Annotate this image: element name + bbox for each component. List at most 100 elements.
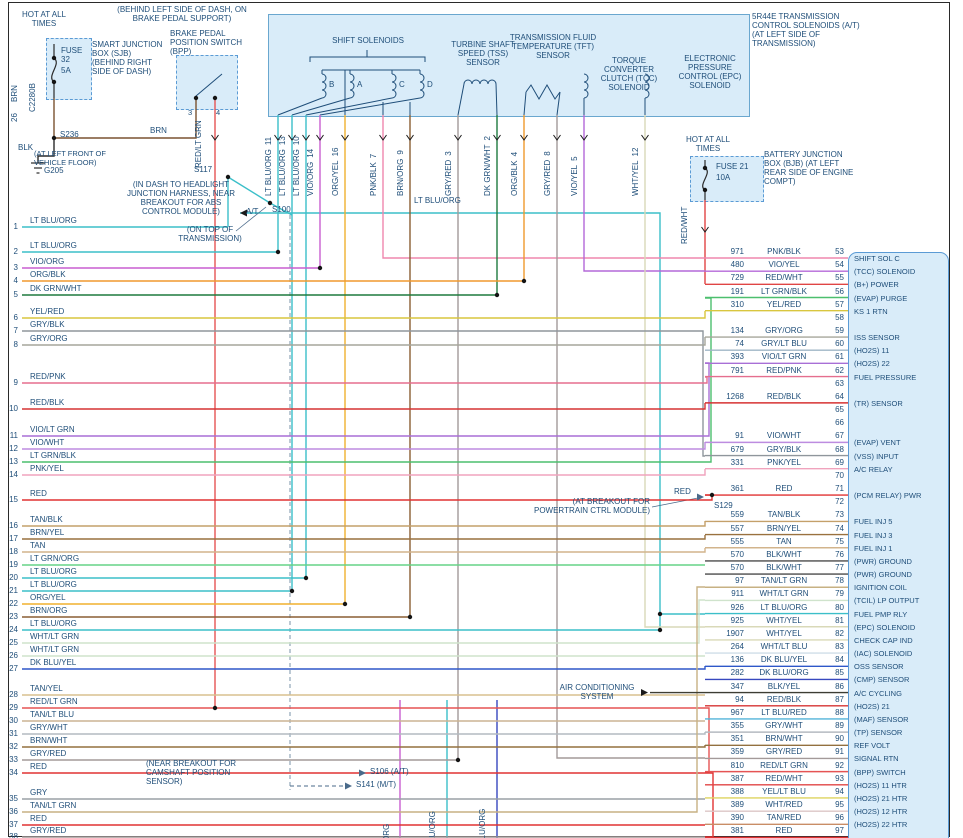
tss-sensor-label: TURBINE SHAFT SPEED (TSS) SENSOR — [451, 40, 515, 67]
pin-number: 79 — [835, 589, 844, 599]
solenoid-letter-d: D — [427, 80, 433, 89]
pin-circuit-number: 555 — [730, 536, 744, 546]
row-number: 17 — [9, 534, 18, 543]
pin-circuit-number: 729 — [730, 273, 744, 283]
pin-wire-color: YEL/RED — [766, 299, 802, 309]
pin-function-label: ISS SENSOR — [854, 333, 900, 343]
row-number: 32 — [9, 742, 18, 751]
solenoid-wire-label: GRY/RED 8 — [543, 151, 552, 196]
pin-number: 86 — [835, 681, 844, 691]
pin-wire-color: PNK/BLK — [767, 247, 801, 256]
fuse32-name: FUSE 32 — [61, 46, 83, 64]
pin-circuit-number: 1907 — [726, 628, 744, 638]
pin-wire-color: BLK/WHT — [766, 549, 802, 559]
pin-wire-color: TAN/RED — [766, 813, 802, 823]
splice-s129: S129 — [714, 501, 733, 510]
bjb-label: BATTERY JUNCTION BOX (BJB) (AT LEFT REAR… — [764, 150, 854, 186]
pin-circuit-number: 381 — [730, 826, 744, 836]
row-color-label: RED/PNK — [30, 372, 66, 381]
solenoid-wire-label: WHT/YEL 12 — [631, 147, 640, 196]
pin-circuit-number: 191 — [730, 286, 744, 296]
row-number: 29 — [9, 703, 18, 712]
pin-wire-color: RED/BLK — [766, 391, 802, 401]
pin-function-label: (HO2S) 21 HTR — [854, 793, 908, 803]
pin-wire-color: VIO/YEL — [768, 260, 800, 270]
pin-circuit-number: 390 — [730, 813, 744, 823]
pin-circuit-number: 389 — [730, 800, 744, 810]
solenoid-letter-c: C — [399, 80, 405, 89]
row-number: 21 — [9, 586, 18, 595]
row-number: 19 — [9, 560, 18, 569]
splice-s117: S117 — [194, 165, 213, 174]
pin-wire-color: BRN/YEL — [766, 523, 802, 533]
row-color-label: RED — [30, 814, 47, 823]
pin-number: 57 — [835, 299, 844, 309]
pin-number: 97 — [835, 826, 844, 836]
pin-circuit-number: 136 — [730, 655, 744, 665]
pin-circuit-number: 911 — [731, 589, 744, 599]
pin-function-label: (EVAP) PURGE — [854, 293, 908, 303]
pin-number: 72 — [835, 497, 844, 507]
pin-number: 66 — [835, 418, 844, 428]
pin-number: 58 — [835, 312, 844, 322]
solenoid-wire-label: LT BLU/ORG 11 — [264, 136, 273, 196]
epc-solenoid-label: ELECTRONIC PRESSURE CONTROL (EPC) SOLENO… — [678, 54, 742, 90]
pin-function-label: (EPC) SOLENOID — [854, 622, 916, 632]
solenoid-wire-label: LT BLU/ORG 10 — [292, 136, 301, 196]
pin-number: 62 — [835, 365, 844, 375]
solenoid-wire-label: DK GRN/WHT 2 — [483, 136, 492, 196]
pin-number: 61 — [835, 352, 844, 362]
pin-wire-color: WHT/LT GRN — [759, 589, 809, 599]
bpp-pin-3: 3 — [188, 108, 193, 117]
pin-wire-color: YEL/LT BLU — [762, 786, 806, 796]
pin-circuit-number: 570 — [730, 563, 744, 573]
row-color-label: TAN/BLK — [30, 515, 63, 524]
pin-wire-color: BRN/WHT — [765, 734, 803, 744]
pin-number: 92 — [835, 760, 844, 770]
pin-function-label: (PWR) GROUND — [854, 570, 912, 580]
splice-s141: S141 (M/T) — [356, 780, 397, 789]
pin-wire-color: RED — [775, 826, 793, 836]
pin-number: 88 — [835, 707, 844, 717]
pin-function-label: (TP) SENSOR — [854, 728, 903, 738]
pin-wire-color: RED — [775, 484, 793, 494]
pin-wire-color: LT GRN/BLK — [761, 286, 807, 296]
pin-function-label: (TCIL) LP OUTPUT — [854, 596, 920, 606]
pin-function-label: (HO2S) 12 HTR — [854, 807, 908, 817]
pin-wire-color: GRY/WHT — [765, 721, 803, 731]
row-number: 14 — [9, 470, 18, 479]
blk-wire-label: BLK — [18, 143, 34, 152]
pcm-connector-box — [848, 252, 949, 838]
row-color-label: GRY/RED — [30, 826, 67, 835]
pin-wire-color: RED/WHT — [765, 273, 803, 283]
row-number: 18 — [9, 547, 18, 556]
shift-solenoids-header: SHIFT SOLENOIDS — [332, 36, 404, 45]
on-top-of-transmission-note: (ON TOP OF TRANSMISSION) — [178, 225, 242, 243]
pin-function-label: (EVAP) VENT — [854, 438, 901, 448]
air-conditioning-note: AIR CONDITIONING SYSTEM — [559, 683, 635, 701]
pin-number: 83 — [835, 642, 844, 652]
pin-wire-color: BLK/YEL — [767, 681, 801, 691]
row-color-label: LT BLU/ORG — [30, 216, 77, 225]
row-number: 38 — [9, 832, 18, 838]
pin-function-label: A/C CYCLING — [854, 688, 902, 698]
pin-function-label: (PWR) GROUND — [854, 556, 912, 566]
pin-wire-color: RED/PNK — [766, 365, 802, 375]
solenoid-wire-label: VIO/YEL 5 — [570, 156, 579, 196]
row-number: 16 — [9, 521, 18, 530]
tcc-solenoid-label: TORQUE CONVERTER CLUTCH (TCC) SOLENOID — [600, 56, 658, 92]
pin-circuit-number: 480 — [730, 260, 744, 270]
pin-number: 77 — [835, 563, 844, 573]
rot-red-lt-grn-label: RED/LT GRN — [194, 120, 203, 168]
fuse21-amps: 10A — [716, 173, 731, 182]
sjb-label: SMART JUNCTION BOX (SJB) (BEHIND RIGHT S… — [92, 40, 163, 76]
pin-number: 78 — [835, 576, 844, 586]
pin-wire-color: DK BLU/YEL — [760, 655, 808, 665]
pin-wire-color: TAN/LT GRN — [760, 576, 808, 586]
row-number: 13 — [9, 457, 18, 466]
pin-function-label: OSS SENSOR — [854, 662, 904, 672]
solenoid-wire-label: LT BLU/ORG 13 — [278, 136, 287, 196]
pin-wire-color: RED/BLK — [766, 694, 802, 704]
pin-function-label: SHIFT SOL C — [854, 254, 900, 263]
